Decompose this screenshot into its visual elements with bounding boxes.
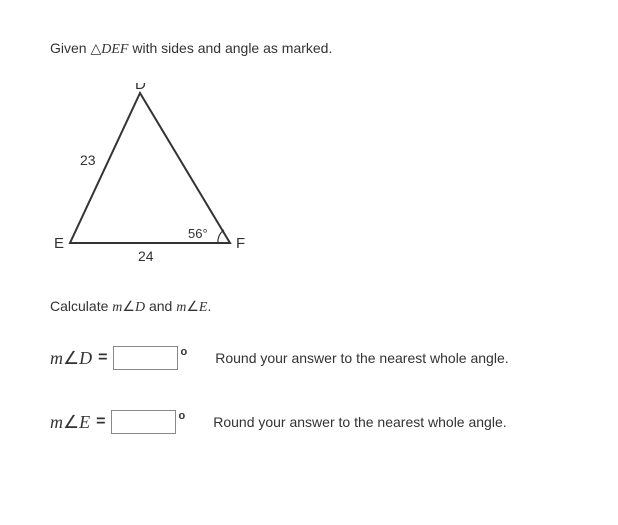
answer-e-hint: Round your answer to the nearest whole a… <box>213 414 506 430</box>
calc-angle-d: ∠ <box>122 300 135 315</box>
prompt-prefix: Given <box>50 40 90 56</box>
calc-m-e: m <box>176 300 186 315</box>
answer-d-label: m∠D <box>50 348 92 369</box>
answer-d-hint: Round your answer to the nearest whole a… <box>215 350 508 366</box>
angle-e-input[interactable] <box>111 410 176 434</box>
triangle-name: DEF <box>101 42 128 57</box>
answer-d-equals: = <box>98 349 107 367</box>
answer-e-angle: ∠ <box>63 412 79 432</box>
angle-d-input[interactable] <box>113 346 178 370</box>
vertex-f-label: F <box>236 235 245 252</box>
side-de-label: 23 <box>80 152 96 168</box>
angle-f-label: 56° <box>188 226 208 241</box>
answer-d-degree: o <box>180 346 187 358</box>
triangle-symbol: △ <box>90 42 101 57</box>
calc-angle-e: ∠ <box>186 300 199 315</box>
answer-d-m: m <box>50 348 63 368</box>
calc-period: . <box>207 298 211 314</box>
answer-d-angle: ∠ <box>63 348 79 368</box>
answer-d-letter: D <box>79 348 92 368</box>
triangle-diagram: D E F 23 24 56° <box>50 83 260 273</box>
calc-letter-d: D <box>135 300 145 315</box>
vertex-e-label: E <box>54 235 64 252</box>
calc-and: and <box>145 298 176 314</box>
calculate-instruction: Calculate m∠D and m∠E. <box>50 298 568 316</box>
answer-e-equals: = <box>96 413 105 431</box>
answer-e-letter: E <box>79 412 90 432</box>
answer-e-m: m <box>50 412 63 432</box>
calc-prefix: Calculate <box>50 298 112 314</box>
problem-statement: Given △DEF with sides and angle as marke… <box>50 40 568 58</box>
calc-m-d: m <box>112 300 122 315</box>
answer-e-label: m∠E <box>50 412 90 433</box>
triangle-shape <box>70 93 230 243</box>
answer-row-d: m∠D = o Round your answer to the nearest… <box>50 346 568 370</box>
answer-e-degree: o <box>178 410 185 422</box>
answer-row-e: m∠E = o Round your answer to the nearest… <box>50 410 568 434</box>
vertex-d-label: D <box>135 83 146 93</box>
side-ef-label: 24 <box>138 248 154 264</box>
prompt-suffix: with sides and angle as marked. <box>128 40 332 56</box>
